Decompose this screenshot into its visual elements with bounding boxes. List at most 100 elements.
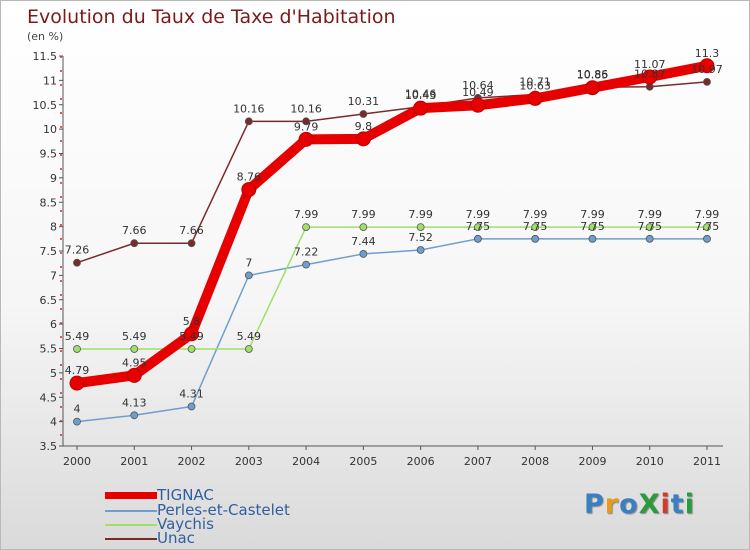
y-tick-label: 4 bbox=[50, 416, 57, 429]
y-tick-label: 7 bbox=[50, 269, 57, 282]
x-tick-label: 2002 bbox=[178, 455, 206, 468]
y-tick-label: 9.5 bbox=[40, 148, 58, 161]
logo-letter: i bbox=[684, 489, 695, 520]
y-tick-label: 4.5 bbox=[40, 391, 58, 404]
proxiti-logo: ProXiti bbox=[584, 489, 695, 520]
x-tick-label: 2009 bbox=[578, 455, 606, 468]
data-label-unac: 10.86 bbox=[577, 68, 609, 81]
data-point-vaychis bbox=[474, 223, 482, 232]
data-point-unac bbox=[130, 239, 139, 248]
data-label-perles-et-castelet: 7.44 bbox=[351, 235, 376, 248]
x-tick-label: 2005 bbox=[349, 455, 377, 468]
data-label-vaychis: 5.49 bbox=[122, 330, 147, 343]
data-point-perles-et-castelet bbox=[531, 234, 540, 243]
data-point-tignac bbox=[298, 131, 314, 147]
legend-swatch-perles-et-castelet bbox=[105, 510, 157, 512]
y-tick-label: 10 bbox=[43, 123, 57, 136]
data-label-perles-et-castelet: 7.22 bbox=[294, 246, 319, 259]
data-label-unac: 10.97 bbox=[691, 63, 723, 76]
data-point-tignac bbox=[126, 367, 142, 383]
data-label-vaychis: 7.99 bbox=[294, 208, 319, 221]
legend-label-vaychis: Vaychis bbox=[157, 515, 214, 533]
data-point-tignac bbox=[355, 131, 371, 147]
legend-swatch-vaychis bbox=[105, 524, 157, 526]
data-point-unac bbox=[302, 117, 310, 126]
y-tick-label: 7.5 bbox=[40, 245, 58, 258]
y-tick-label: 3.5 bbox=[40, 440, 58, 453]
data-label-unac: 10.46 bbox=[405, 88, 437, 101]
x-tick-label: 2007 bbox=[464, 455, 492, 468]
data-label-unac: 10.31 bbox=[348, 95, 380, 108]
data-label-tignac: 5.8 bbox=[183, 315, 201, 328]
data-point-tignac bbox=[470, 97, 486, 113]
logo-letter: t bbox=[670, 489, 685, 520]
data-label-tignac: 11.3 bbox=[695, 47, 720, 60]
data-label-tignac: 10.49 bbox=[462, 86, 494, 99]
data-label-perles-et-castelet: 4 bbox=[74, 403, 81, 416]
data-label-tignac: 9.8 bbox=[355, 120, 373, 133]
y-tick-label: 11 bbox=[43, 74, 57, 87]
x-tick-label: 2000 bbox=[63, 455, 91, 468]
data-label-unac: 10.71 bbox=[519, 76, 551, 89]
data-point-vaychis bbox=[130, 345, 139, 353]
series-line-perles-et-castelet bbox=[76, 238, 707, 423]
data-label-unac: 7.66 bbox=[122, 224, 147, 237]
data-label-perles-et-castelet: 4.31 bbox=[179, 388, 204, 401]
data-point-vaychis bbox=[73, 345, 81, 353]
data-label-perles-et-castelet: 7.75 bbox=[466, 220, 491, 233]
data-point-unac bbox=[187, 239, 196, 248]
data-label-unac: 10.64 bbox=[462, 79, 494, 92]
logo-letter: o bbox=[619, 489, 639, 520]
logo-letter: r bbox=[604, 489, 620, 520]
data-point-perles-et-castelet bbox=[416, 246, 425, 254]
y-tick-label: 6.5 bbox=[40, 294, 58, 307]
data-label-tignac: 10.63 bbox=[519, 79, 551, 92]
data-point-vaychis bbox=[703, 223, 711, 232]
legend-swatch-tignac bbox=[105, 492, 157, 499]
y-tick-label: 8 bbox=[50, 221, 57, 234]
data-point-perles-et-castelet bbox=[645, 234, 654, 243]
data-point-tignac bbox=[699, 58, 715, 74]
series-line-tignac bbox=[76, 60, 708, 389]
data-label-perles-et-castelet: 4.13 bbox=[122, 396, 147, 409]
data-point-unac bbox=[703, 77, 711, 86]
data-point-perles-et-castelet bbox=[130, 411, 139, 420]
data-label-perles-et-castelet: 7.52 bbox=[408, 231, 433, 244]
x-tick-label: 2004 bbox=[292, 455, 320, 468]
data-label-perles-et-castelet: 7 bbox=[245, 256, 252, 269]
data-label-tignac: 11.07 bbox=[634, 58, 666, 71]
data-point-perles-et-castelet bbox=[73, 417, 81, 426]
data-label-tignac: 8.76 bbox=[237, 171, 262, 184]
data-point-vaychis bbox=[531, 223, 540, 232]
data-label-unac: 10.16 bbox=[233, 102, 265, 115]
data-label-unac: 7.26 bbox=[65, 244, 90, 257]
data-point-vaychis bbox=[359, 223, 368, 232]
data-point-tignac bbox=[584, 80, 600, 96]
data-point-tignac bbox=[413, 100, 429, 116]
data-label-tignac: 10.43 bbox=[405, 89, 437, 102]
data-label-perles-et-castelet: 7.75 bbox=[695, 220, 720, 233]
data-point-perles-et-castelet bbox=[703, 234, 711, 243]
data-point-unac bbox=[359, 110, 368, 118]
data-label-vaychis: 7.99 bbox=[466, 208, 491, 221]
x-tick-label: 2001 bbox=[120, 455, 148, 468]
x-tick-label: 2003 bbox=[235, 455, 263, 468]
data-label-vaychis: 7.99 bbox=[695, 208, 720, 221]
data-label-perles-et-castelet: 7.75 bbox=[523, 220, 548, 233]
data-point-perles-et-castelet bbox=[588, 234, 597, 243]
legend-label-perles-et-castelet: Perles-et-Castelet bbox=[157, 501, 290, 519]
data-label-unac: 7.66 bbox=[179, 224, 204, 237]
data-point-tignac bbox=[527, 90, 543, 106]
data-point-perles-et-castelet bbox=[187, 402, 196, 411]
data-label-vaychis: 5.49 bbox=[179, 330, 204, 343]
data-label-unac: 10.16 bbox=[290, 102, 322, 115]
data-point-tignac bbox=[184, 326, 200, 342]
y-tick-label: 5.5 bbox=[40, 343, 58, 356]
data-point-vaychis bbox=[187, 345, 196, 353]
data-point-perles-et-castelet bbox=[474, 234, 482, 243]
legend-label-tignac: TIGNAC bbox=[157, 486, 214, 504]
data-point-tignac bbox=[241, 182, 257, 198]
data-label-tignac: 4.95 bbox=[122, 356, 147, 369]
data-label-perles-et-castelet: 7.75 bbox=[637, 220, 662, 233]
